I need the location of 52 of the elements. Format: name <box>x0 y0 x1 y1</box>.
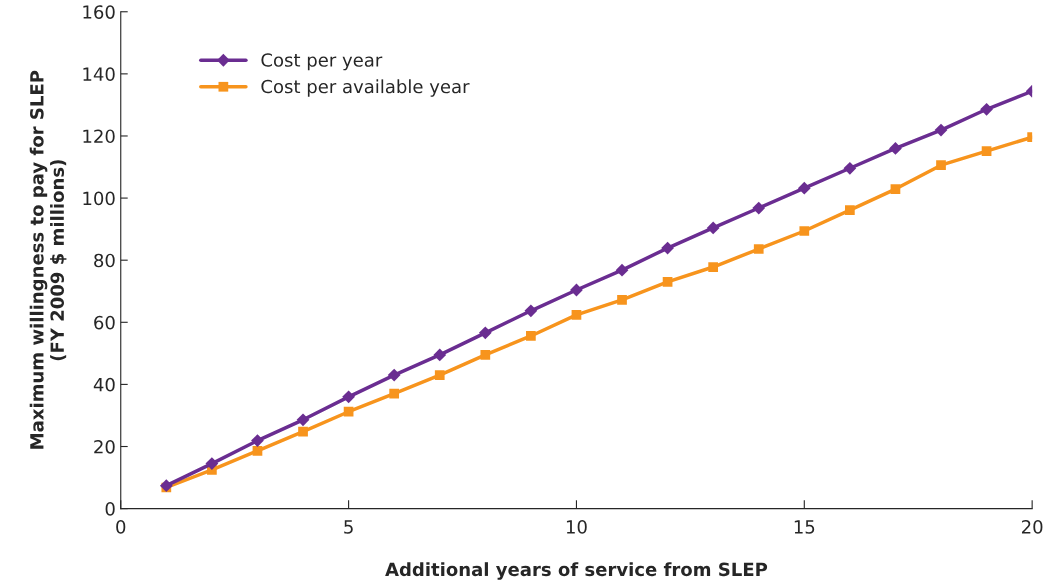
point <box>615 263 629 277</box>
point <box>708 262 719 272</box>
y-tick-label: 120 <box>83 129 115 144</box>
point <box>753 244 764 254</box>
point <box>889 142 902 155</box>
point <box>843 161 857 175</box>
y-tick-label: 0 <box>105 502 115 516</box>
point <box>434 370 445 380</box>
point <box>480 350 491 360</box>
point <box>571 309 582 320</box>
point <box>251 434 264 447</box>
legend-label: Cost per year <box>261 53 383 71</box>
point <box>661 241 674 255</box>
x-tick-label: 0 <box>116 520 126 534</box>
point <box>343 406 354 417</box>
x-axis-title: Additional years of service from SLEP <box>385 562 768 580</box>
point <box>936 160 946 171</box>
point <box>296 413 310 427</box>
point <box>617 295 627 305</box>
point <box>752 201 766 215</box>
point <box>387 368 401 382</box>
x-tick-label: 5 <box>344 520 353 534</box>
y-tick-label: 160 <box>83 5 115 19</box>
point <box>981 146 992 157</box>
y-tick-label: 60 <box>94 315 115 330</box>
y-tick-label: 40 <box>93 377 115 392</box>
y-axis-title: Maximum willingness to pay for SLEP (FY 2009 $ millions) <box>29 70 67 449</box>
point <box>845 205 855 216</box>
x-tick-label: 15 <box>794 520 815 534</box>
point <box>934 123 948 137</box>
point <box>799 226 810 236</box>
point <box>797 181 811 195</box>
point <box>389 388 400 399</box>
point <box>662 277 673 287</box>
y-tick-label: 140 <box>83 67 115 81</box>
point <box>706 221 720 235</box>
point <box>342 390 355 404</box>
y-tick-label: 80 <box>94 253 115 268</box>
point <box>526 331 536 341</box>
y-tick-label: 100 <box>83 191 115 206</box>
point <box>478 326 492 340</box>
point <box>524 304 538 318</box>
point <box>298 426 308 437</box>
x-tick-label: 10 <box>566 520 587 534</box>
y-tick-label: 20 <box>94 439 115 454</box>
point <box>890 184 901 194</box>
point <box>252 446 263 456</box>
point <box>433 348 447 362</box>
point <box>980 102 993 116</box>
legend-label: Cost per available year <box>261 79 470 97</box>
x-tick-label: 20 <box>1021 520 1043 534</box>
point <box>205 457 219 470</box>
